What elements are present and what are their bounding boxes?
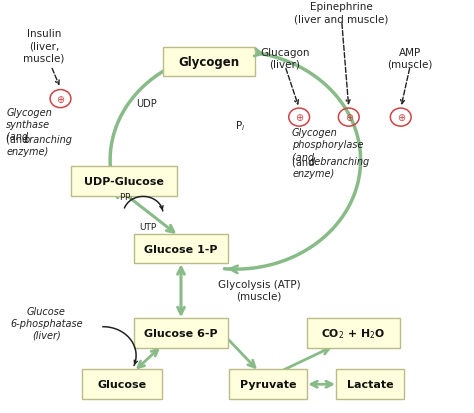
Text: enzyme): enzyme) (292, 169, 334, 179)
Text: Glucose
6-phosphatase
(liver): Glucose 6-phosphatase (liver) (10, 306, 82, 340)
Text: UDP-Glucose: UDP-Glucose (84, 176, 164, 186)
Text: UTP: UTP (139, 222, 156, 231)
Text: branching: branching (23, 134, 72, 144)
FancyBboxPatch shape (71, 166, 177, 196)
Text: AMP
(muscle): AMP (muscle) (388, 47, 433, 69)
Text: ⊕: ⊕ (397, 113, 405, 123)
FancyArrowPatch shape (228, 339, 255, 367)
Text: UDP: UDP (136, 98, 157, 109)
FancyArrowPatch shape (283, 348, 329, 370)
Text: (and: (and (6, 134, 31, 144)
Text: Glucagon
(liver): Glucagon (liver) (260, 47, 310, 69)
FancyBboxPatch shape (163, 48, 255, 77)
Text: CO$_2$ + H$_2$O: CO$_2$ + H$_2$O (321, 326, 385, 340)
FancyArrowPatch shape (311, 381, 332, 387)
Text: Glycogen
phosphorylase
(and: Glycogen phosphorylase (and (292, 128, 364, 162)
FancyArrowPatch shape (138, 350, 158, 368)
Text: Epinephrine
(liver and muscle): Epinephrine (liver and muscle) (294, 2, 389, 24)
Text: ⊕: ⊕ (345, 113, 353, 123)
Text: Insulin
(liver,
muscle): Insulin (liver, muscle) (23, 29, 64, 63)
FancyBboxPatch shape (308, 318, 400, 348)
Text: Glycogen
synthase
(and: Glycogen synthase (and (6, 107, 52, 142)
Text: Glucose 6-P: Glucose 6-P (144, 328, 218, 338)
Text: P$_i$: P$_i$ (235, 119, 245, 133)
Text: (and: (and (292, 157, 318, 167)
FancyArrowPatch shape (178, 268, 184, 314)
Text: ⊕: ⊕ (295, 113, 303, 123)
FancyArrowPatch shape (127, 196, 174, 233)
Text: Glucose 1-P: Glucose 1-P (144, 244, 218, 254)
FancyBboxPatch shape (82, 370, 162, 399)
Text: enzyme): enzyme) (6, 147, 48, 157)
Text: ⊕: ⊕ (56, 95, 64, 104)
Text: PP$_i$: PP$_i$ (119, 192, 134, 204)
Text: Pyruvate: Pyruvate (240, 379, 297, 389)
FancyBboxPatch shape (134, 318, 228, 348)
Text: Glycogen: Glycogen (179, 56, 240, 69)
FancyBboxPatch shape (134, 234, 228, 264)
FancyBboxPatch shape (336, 370, 404, 399)
Text: Glucose: Glucose (97, 379, 146, 389)
Text: Lactate: Lactate (346, 379, 393, 389)
FancyBboxPatch shape (229, 370, 308, 399)
Text: debranching: debranching (309, 157, 370, 167)
Text: Glycolysis (ATP)
(muscle): Glycolysis (ATP) (muscle) (218, 279, 301, 301)
